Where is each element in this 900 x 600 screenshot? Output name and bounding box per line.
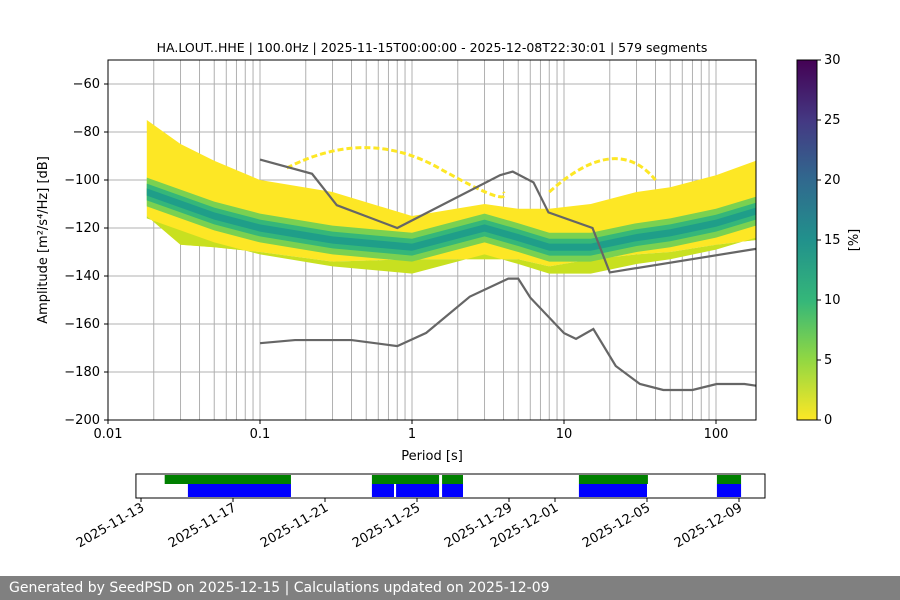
colorbar-tick-label: 25 (824, 113, 841, 128)
nlnm-line (259, 277, 756, 392)
timeline-data-bar (578, 475, 648, 484)
y-tick-label: −140 (64, 269, 100, 284)
timeline-data-bar (442, 475, 463, 484)
x-tick-label: 0.01 (94, 427, 123, 442)
timeline-data-bar (164, 475, 291, 484)
y-tick-label: −180 (64, 365, 100, 380)
ppsd-figure: HA.LOUT..HHE | 100.0Hz | 2025-11-15T00:0… (36, 40, 862, 551)
timeline-processed-bar (578, 484, 647, 497)
footer: Generated by SeedPSD on 2025-12-15 | Cal… (0, 576, 900, 600)
timeline-tick-label: 2025-11-13 (74, 500, 147, 551)
colorbar-label: [%] (847, 229, 862, 252)
psd-density (146, 120, 756, 274)
chart-title: HA.LOUT..HHE | 100.0Hz | 2025-11-15T00:0… (157, 40, 708, 55)
x-tick-label: 100 (704, 427, 729, 442)
timeline-tick-label: 2025-11-17 (166, 500, 239, 551)
y-tick-label: −200 (64, 413, 100, 428)
colorbar-tick-label: 15 (824, 233, 841, 248)
colorbar-tick-label: 20 (824, 173, 841, 188)
colorbar (796, 59, 818, 421)
colorbar-tick-label: 30 (824, 53, 841, 68)
y-tick-label: −80 (73, 125, 100, 140)
timeline-processed-bar (442, 484, 463, 497)
x-axis-label: Period [s] (401, 449, 463, 464)
colorbar-tick-label: 10 (824, 293, 841, 308)
timeline-processed-bar (396, 484, 440, 497)
timeline-tick-label: 2025-11-25 (350, 500, 423, 551)
colorbar-tick-label: 0 (824, 413, 832, 428)
timeline-tick-label: 2025-11-21 (258, 500, 331, 551)
psd-outlier-arc (548, 157, 657, 194)
y-tick-label: −100 (64, 173, 100, 188)
timeline-processed-bar (187, 484, 291, 497)
colorbar-tick-label: 5 (824, 353, 832, 368)
noise-models (259, 158, 756, 392)
nhnm-line (259, 158, 756, 274)
x-tick-label: 0.1 (250, 427, 271, 442)
plot-frame (107, 59, 757, 421)
timeline-processed-bar (716, 484, 742, 497)
timeline-processed-bar (371, 484, 394, 497)
y-tick-label: −160 (64, 317, 100, 332)
x-tick-label: 10 (556, 427, 573, 442)
timeline-frame (135, 473, 766, 499)
psd-band-core (146, 188, 756, 251)
colorbar-ticks: 0 5 10 15 20 25 30 (817, 53, 841, 428)
timeline-data-bar (371, 475, 440, 484)
y-axis-label: Amplitude [m²/s⁴/Hz] [dB] (36, 156, 51, 324)
timeline-tick-label: 2025-12-09 (672, 500, 745, 551)
x-tick-label: 1 (408, 427, 416, 442)
timeline-data-bar (716, 475, 742, 484)
timeline-tick-label: 2025-12-05 (580, 500, 653, 551)
timeline: 2025-11-13 2025-11-17 2025-11-21 2025-11-25… (74, 473, 766, 551)
y-tick-label: −120 (64, 221, 100, 236)
psd-outlier-arc (286, 146, 506, 199)
y-tick-label: −60 (73, 77, 100, 92)
